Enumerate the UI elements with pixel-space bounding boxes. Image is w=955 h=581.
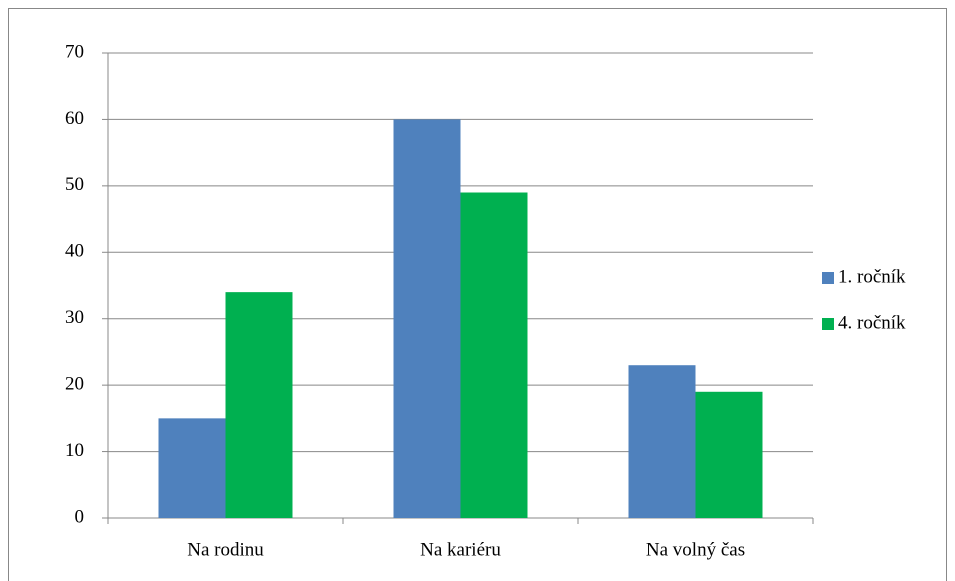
y-tick-label: 20: [65, 374, 84, 395]
x-tick-label: Na kariéru: [420, 539, 501, 560]
bar: [695, 391, 763, 518]
y-tick-label: 40: [65, 241, 84, 262]
legend-swatch: [822, 318, 834, 330]
bar: [158, 418, 226, 518]
y-tick-label: 60: [65, 108, 84, 129]
bar: [628, 365, 696, 518]
bar: [460, 192, 528, 518]
bar: [393, 119, 461, 518]
legend-label: 4. ročník: [838, 312, 906, 333]
y-tick-label: 30: [65, 307, 84, 328]
x-tick-label: Na volný čas: [646, 539, 745, 560]
legend-swatch: [822, 272, 834, 284]
legend-label: 1. ročník: [838, 266, 906, 287]
y-tick-label: 10: [65, 440, 84, 461]
y-tick-label: 0: [75, 506, 85, 527]
x-tick-label: Na rodinu: [187, 539, 264, 560]
bar: [225, 292, 293, 518]
chart-frame: [8, 8, 947, 581]
y-tick-label: 70: [65, 41, 84, 62]
y-tick-label: 50: [65, 174, 84, 195]
